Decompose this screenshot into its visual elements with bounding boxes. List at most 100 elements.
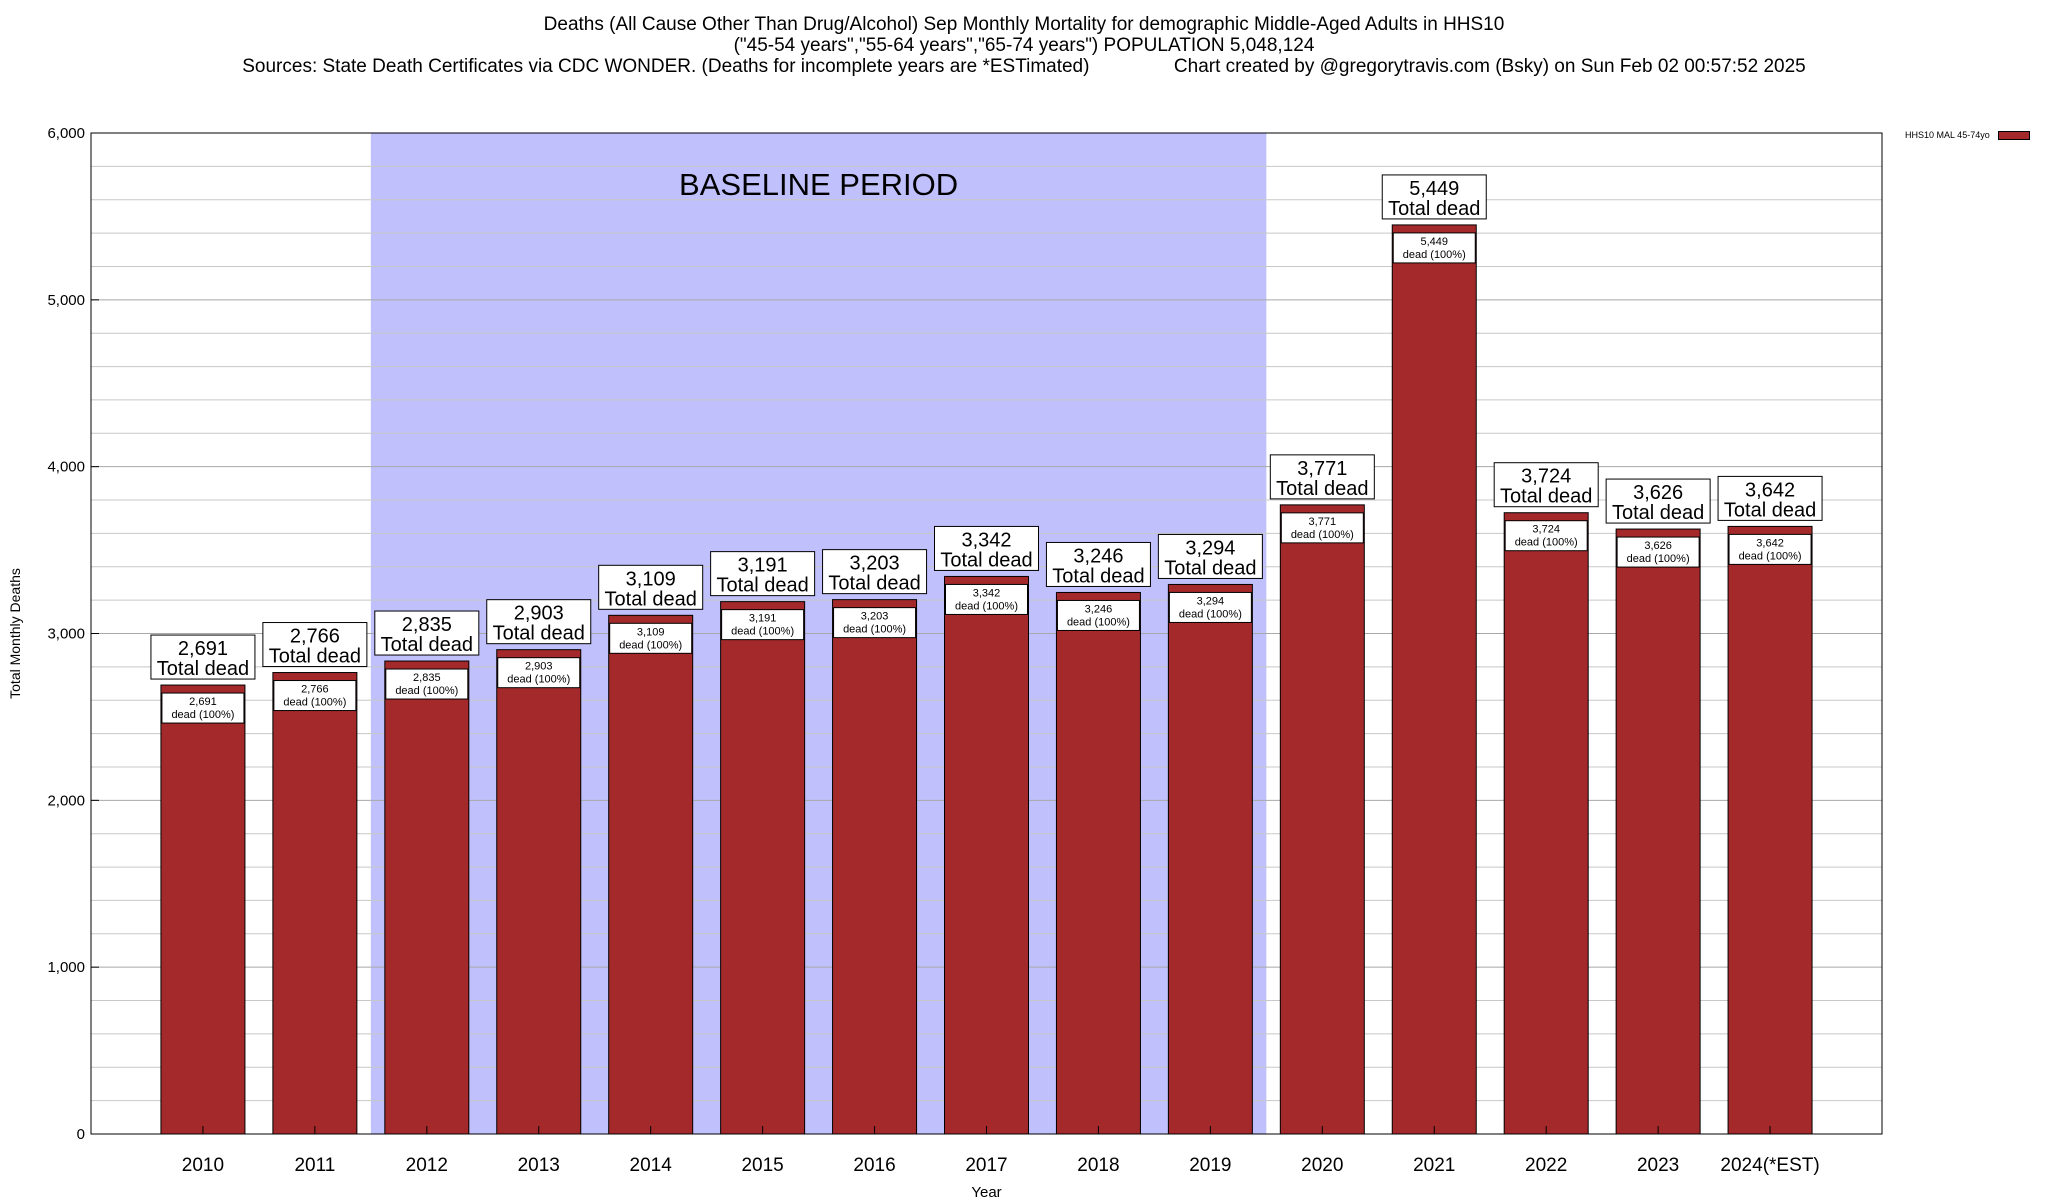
total-dead-label: Total dead [1612,502,1704,524]
inner-percent-label: dead (100%) [955,600,1018,612]
total-label-box [710,551,816,597]
x-tick-label: 2018 [1077,1155,1119,1176]
bar [944,575,1029,1135]
total-label-box [1605,478,1711,524]
inner-percent-label: dead (100%) [843,624,906,636]
total-dead-label: Total dead [1388,198,1480,220]
total-value-label: 2,766 [290,626,340,648]
chart-legend: HHS10 MAL 45-74yo [1905,130,2030,140]
x-axis-label: Year [971,1184,1001,1200]
total-label-box [1381,174,1487,220]
x-tick-label: 2019 [1189,1155,1231,1176]
x-tick-label: 2021 [1413,1155,1455,1176]
inner-percent-label: dead (100%) [395,685,458,697]
inner-label-box [1616,536,1700,568]
bar [272,672,358,1135]
inner-value-label: 3,203 [861,611,889,623]
inner-label-box [833,607,917,639]
inner-value-label: 3,246 [1085,603,1113,615]
inner-value-label: 3,626 [1644,540,1672,552]
inner-label-box [161,692,245,724]
total-dead-label: Total dead [381,634,473,656]
total-value-label: 3,294 [1185,537,1235,559]
total-dead-label: Total dead [828,573,920,595]
chart-title-line-2: ("45-54 years","55-64 years","65-74 year… [733,35,1315,56]
chart-title-block: Deaths (All Cause Other Than Drug/Alcoho… [0,14,2048,77]
total-dead-label: Total dead [1724,499,1816,521]
x-tick-label: 2024(*EST) [1720,1155,1819,1176]
total-dead-label: Total dead [1276,478,1368,500]
x-tick-label: 2023 [1637,1155,1679,1176]
y-tick-label: 3,000 [47,626,85,643]
inner-label-box [1392,232,1476,264]
total-value-label: 2,835 [402,614,452,636]
inner-label-box [1504,520,1588,552]
chart-title-line-3: Sources: State Death Certificates via CD… [242,56,1806,77]
total-value-label: 3,771 [1297,458,1347,480]
inner-value-label: 3,771 [1309,516,1337,528]
bar [832,599,918,1135]
x-tick-label: 2010 [182,1155,224,1176]
bar [496,649,582,1135]
x-tick-label: 2015 [741,1155,783,1176]
inner-label-box [1280,512,1364,544]
y-tick-label: 4,000 [47,459,85,476]
inner-percent-label: dead (100%) [1739,550,1802,562]
total-value-label: 3,626 [1633,482,1683,504]
total-value-label: 2,903 [514,603,564,625]
inner-percent-label: dead (100%) [1403,249,1466,261]
inner-percent-label: dead (100%) [507,674,570,686]
total-label-box [262,622,368,668]
inner-value-label: 3,342 [973,587,1001,599]
inner-label-box [609,622,693,654]
y-tick-label: 6,000 [47,125,85,142]
total-label-box [822,549,928,595]
inner-value-label: 2,766 [301,684,329,696]
total-dead-label: Total dead [1052,565,1144,587]
total-dead-label: Total dead [269,646,361,668]
total-value-label: 3,203 [850,553,900,575]
y-tick-label: 0 [77,1126,85,1143]
inner-label-box [497,657,581,689]
bar [1055,591,1141,1135]
inner-value-label: 5,449 [1420,236,1448,248]
total-label-box [598,564,704,610]
total-value-label: 3,191 [738,555,788,577]
inner-percent-label: dead (100%) [619,639,682,651]
bar [1615,528,1701,1135]
inner-percent-label: dead (100%) [1627,553,1690,565]
inner-value-label: 3,724 [1532,524,1560,536]
y-tick-label: 1,000 [47,959,85,976]
baseline-period-label: BASELINE PERIOD [679,167,958,202]
inner-label-box [385,668,469,700]
inner-value-label: 2,691 [189,696,217,708]
total-dead-label: Total dead [1500,486,1592,508]
legend-swatch [1997,130,2030,140]
total-label-box [486,599,592,645]
total-dead-label: Total dead [157,658,249,680]
total-dead-label: Total dead [493,623,585,645]
bar [1391,224,1477,1135]
total-label-box [1269,454,1375,500]
bar [1167,583,1253,1135]
x-tick-label: 2014 [630,1155,673,1176]
x-tick-label: 2022 [1525,1155,1567,1176]
total-value-label: 3,109 [626,568,676,590]
bar [384,660,470,1135]
total-label-box [150,634,256,680]
bar [720,601,806,1135]
inner-label-box [1168,591,1252,623]
inner-value-label: 2,835 [413,672,441,684]
y-tick-label: 2,000 [47,792,85,809]
inner-percent-label: dead (100%) [1291,529,1354,541]
y-tick-label: 5,000 [47,292,85,309]
total-value-label: 2,691 [178,638,228,660]
inner-value-label: 3,191 [749,613,777,625]
inner-label-box [273,680,357,712]
inner-label-box [1728,533,1812,565]
total-value-label: 5,449 [1409,178,1459,200]
total-label-box [374,610,480,656]
inner-percent-label: dead (100%) [283,697,346,709]
inner-label-box [721,609,805,641]
